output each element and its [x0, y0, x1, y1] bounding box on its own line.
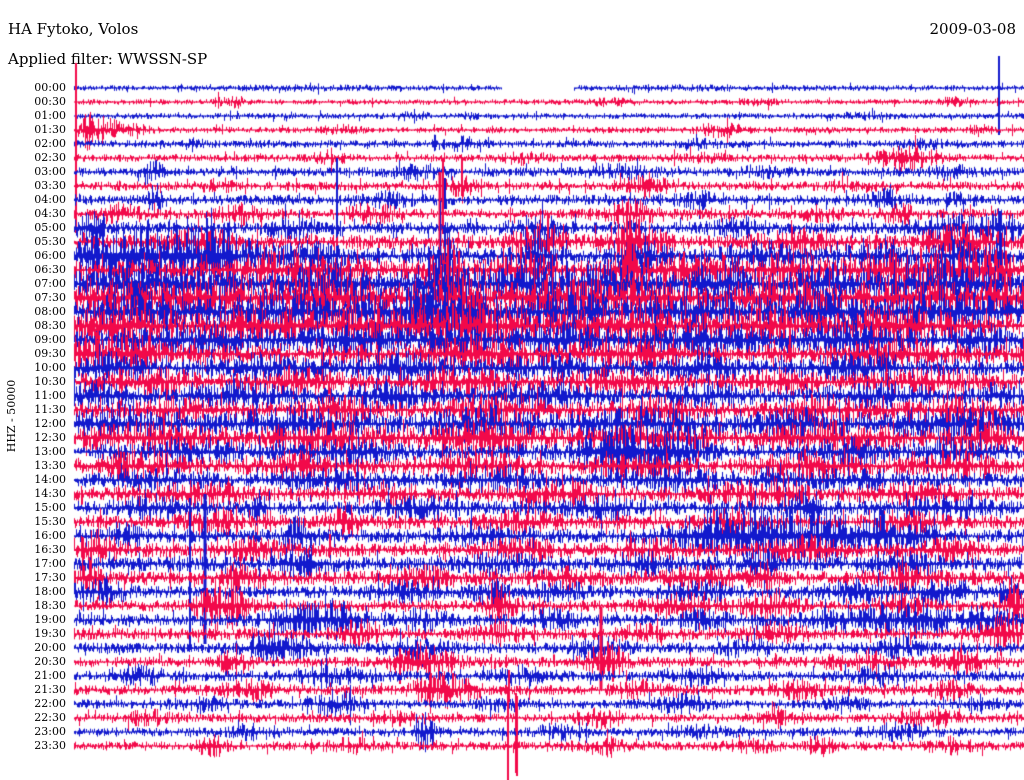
- time-label: 09:30: [34, 347, 66, 360]
- time-label: 21:30: [34, 683, 66, 696]
- time-label: 08:30: [34, 319, 66, 332]
- time-label: 13:00: [34, 445, 66, 458]
- time-label: 05:00: [34, 221, 66, 234]
- time-label: 10:30: [34, 375, 66, 388]
- time-label: 07:00: [34, 277, 66, 290]
- time-label: 00:00: [34, 81, 66, 94]
- time-label: 06:00: [34, 249, 66, 262]
- time-label: 21:00: [34, 669, 66, 682]
- time-label: 23:30: [34, 739, 66, 752]
- time-label: 00:30: [34, 95, 66, 108]
- time-label: 03:00: [34, 165, 66, 178]
- time-label: 14:30: [34, 487, 66, 500]
- time-label: 08:00: [34, 305, 66, 318]
- time-label: 11:00: [34, 389, 66, 402]
- time-label: 03:30: [34, 179, 66, 192]
- time-label: 12:30: [34, 431, 66, 444]
- time-label: 20:00: [34, 641, 66, 654]
- time-label: 01:30: [34, 123, 66, 136]
- time-label: 10:00: [34, 361, 66, 374]
- time-label: 02:30: [34, 151, 66, 164]
- time-label: 19:30: [34, 627, 66, 640]
- time-label: 05:30: [34, 235, 66, 248]
- time-label: 09:00: [34, 333, 66, 346]
- time-label: 07:30: [34, 291, 66, 304]
- time-label: 17:30: [34, 571, 66, 584]
- time-label: 19:00: [34, 613, 66, 626]
- time-label: 15:00: [34, 501, 66, 514]
- time-label: 15:30: [34, 515, 66, 528]
- time-label: 12:00: [34, 417, 66, 430]
- time-label: 11:30: [34, 403, 66, 416]
- time-label: 01:00: [34, 109, 66, 122]
- time-label: 02:00: [34, 137, 66, 150]
- time-label: 04:30: [34, 207, 66, 220]
- time-label: 20:30: [34, 655, 66, 668]
- time-label: 22:00: [34, 697, 66, 710]
- time-label: 13:30: [34, 459, 66, 472]
- time-label: 23:00: [34, 725, 66, 738]
- time-label: 04:00: [34, 193, 66, 206]
- time-label: 22:30: [34, 711, 66, 724]
- time-label: 17:00: [34, 557, 66, 570]
- time-label: 18:30: [34, 599, 66, 612]
- time-label: 18:00: [34, 585, 66, 598]
- time-label: 06:30: [34, 263, 66, 276]
- time-label: 14:00: [34, 473, 66, 486]
- time-label: 16:30: [34, 543, 66, 556]
- time-label: 16:00: [34, 529, 66, 542]
